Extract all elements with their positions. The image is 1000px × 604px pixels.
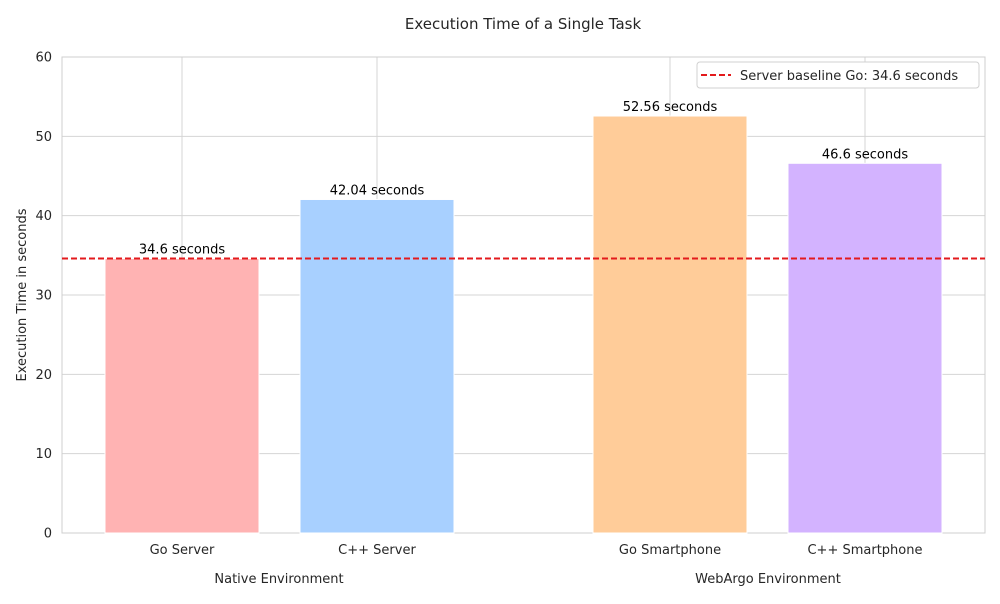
bar-value-label: 34.6 seconds	[139, 243, 225, 258]
bars	[104, 115, 943, 534]
y-tick-label: 60	[35, 51, 52, 66]
chart-title: Execution Time of a Single Task	[405, 15, 642, 33]
y-tick-label: 0	[44, 527, 52, 542]
legend-baseline-label: Server baseline Go: 34.6 seconds	[740, 69, 958, 84]
bar	[299, 198, 455, 534]
y-tick-label: 20	[35, 368, 52, 383]
legend: Server baseline Go: 34.6 seconds	[696, 61, 980, 89]
x-tick-label: Go Smartphone	[619, 543, 721, 558]
x-tick-label: Go Server	[150, 543, 215, 558]
x-tick-label: C++ Smartphone	[807, 543, 922, 558]
bar	[592, 115, 748, 534]
y-tick-label: 30	[35, 289, 52, 304]
y-tick-label: 40	[35, 209, 52, 224]
bar	[787, 162, 943, 534]
bar-value-label: 52.56 seconds	[623, 100, 718, 115]
group-label: WebArgo Environment	[695, 572, 841, 587]
y-tick-label: 10	[35, 447, 52, 462]
bar-value-label: 42.04 seconds	[330, 183, 425, 198]
y-tick-label: 50	[35, 130, 52, 145]
legend-box	[696, 61, 980, 89]
bar-value-label: 46.6 seconds	[822, 147, 908, 162]
group-label: Native Environment	[214, 572, 343, 587]
x-tick-label: C++ Server	[338, 543, 416, 558]
labels: 0 10 20 30 40 50 60 34.6 seconds Go Server 42.04 …	[35, 51, 922, 588]
plot-frame	[61, 56, 986, 534]
bar	[104, 258, 260, 534]
y-axis-label: Execution Time in seconds	[15, 208, 30, 381]
